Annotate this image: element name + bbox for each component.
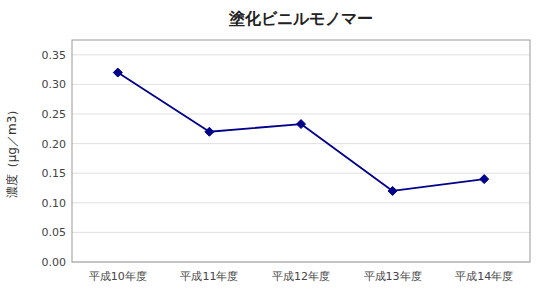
marker xyxy=(480,175,489,184)
title: 塗化ビニルモノマー xyxy=(228,9,373,28)
x-tick-label: 平成14年度 xyxy=(455,270,513,283)
marker xyxy=(297,120,306,129)
y-tick-label: 0.15 xyxy=(42,167,67,180)
plot-frame xyxy=(72,40,530,262)
y-tick-label: 0.25 xyxy=(42,108,67,121)
chart-container: 塗化ビニルモノマー濃度（μg／m3）0.000.050.100.150.200.… xyxy=(0,0,548,296)
x-tick-label: 平成10年度 xyxy=(89,270,147,283)
y-tick-label: 0.10 xyxy=(42,197,67,210)
grid-line xyxy=(72,143,530,144)
marker xyxy=(205,127,214,136)
series xyxy=(113,68,488,195)
y-tick-label: 0.30 xyxy=(42,78,67,91)
grid-line xyxy=(72,232,530,233)
y-tick-label: 0.20 xyxy=(42,138,67,151)
line xyxy=(118,73,484,191)
grid-line xyxy=(72,173,530,174)
y-grid xyxy=(72,55,530,262)
grid-line xyxy=(72,114,530,115)
x-tick-label: 平成13年度 xyxy=(364,270,422,283)
y-tick-label: 0.35 xyxy=(42,49,67,62)
page: {"chart_data": {"type": "line", "title":… xyxy=(0,0,548,296)
y-tick-label: 0.00 xyxy=(42,256,67,269)
y-axis-label: 濃度（μg／m3） xyxy=(5,104,19,199)
y-tick-label: 0.05 xyxy=(42,226,67,239)
grid-line xyxy=(72,202,530,203)
x-tick-label: 平成11年度 xyxy=(180,270,238,283)
x-ticks: 平成10年度 平成11年度 平成12年度 平成13年度 平成14年度 xyxy=(89,270,513,283)
grid-line xyxy=(72,54,530,55)
marker xyxy=(113,68,122,77)
x-tick-label: 平成12年度 xyxy=(272,270,330,283)
grid-line xyxy=(72,84,530,85)
y-ticks: 0.00 0.05 0.10 0.15 0.20 0.25 0.30 0.35 xyxy=(42,49,67,269)
chart-svg: 塗化ビニルモノマー濃度（μg／m3）0.000.050.100.150.200.… xyxy=(0,0,548,296)
marker xyxy=(388,186,397,195)
